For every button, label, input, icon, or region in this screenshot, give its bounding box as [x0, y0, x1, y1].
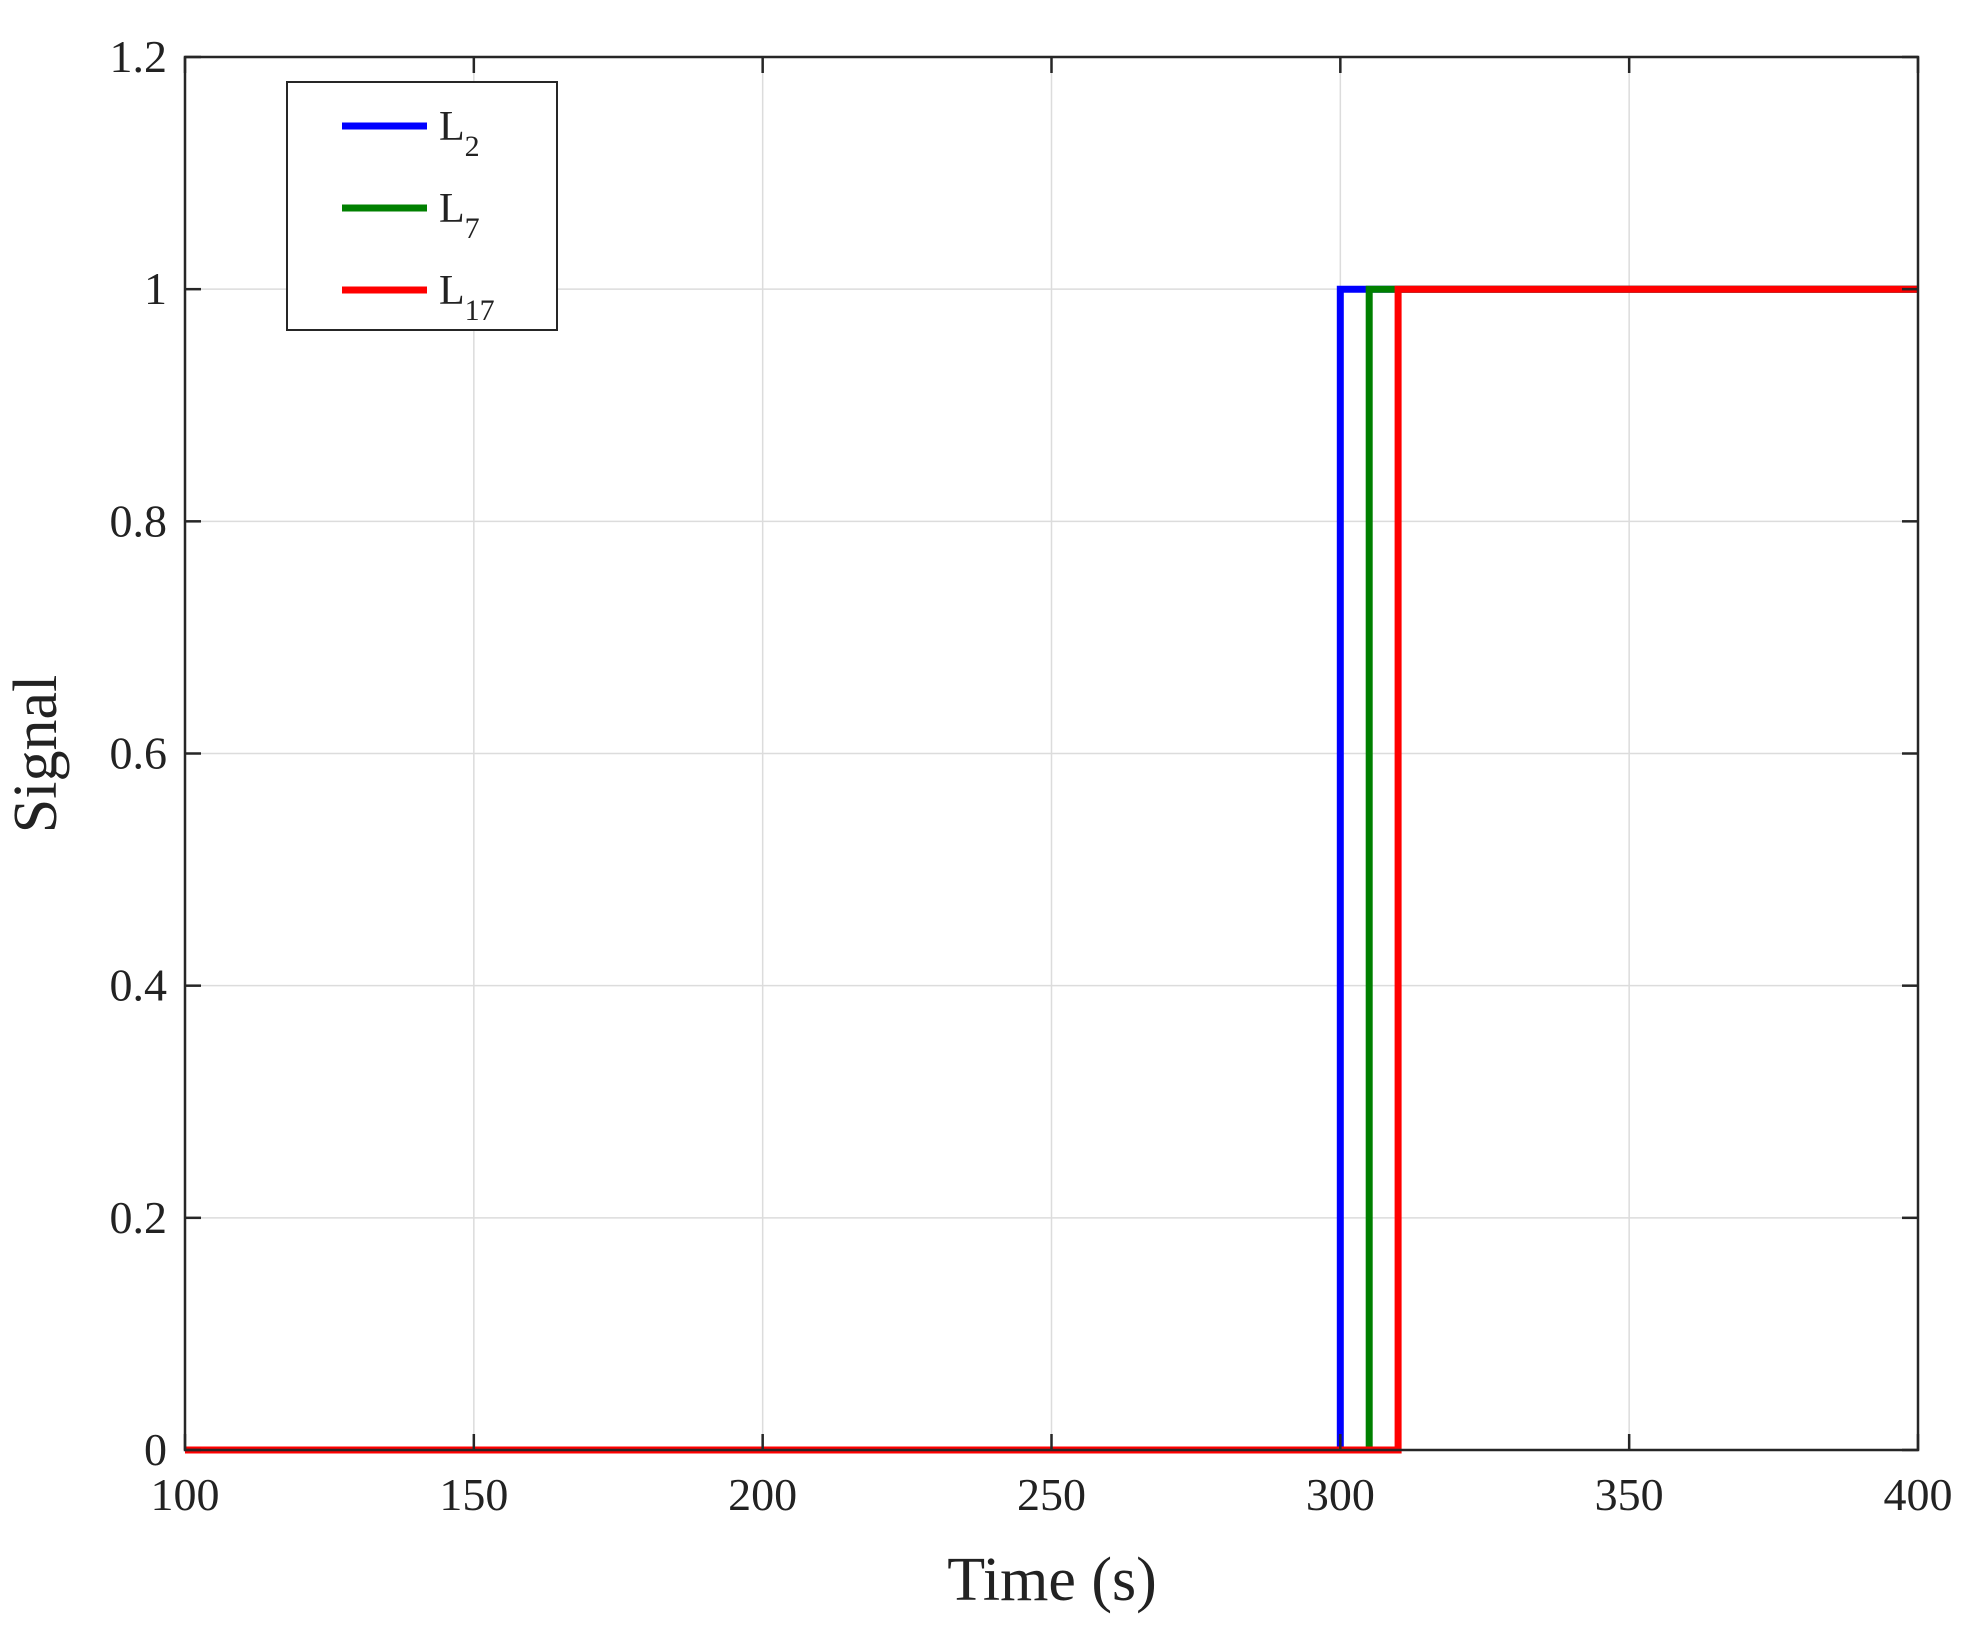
- x-tick-label: 400: [1884, 1469, 1953, 1520]
- x-tick-label: 200: [728, 1469, 797, 1520]
- legend-label-l17: L17: [439, 268, 495, 327]
- y-tick-label: 0.6: [110, 728, 168, 779]
- x-tick-label: 100: [151, 1469, 220, 1520]
- y-tick-label: 1: [144, 263, 167, 314]
- x-tick-labels: 100 150 200 250 300 350 400: [151, 1469, 1953, 1520]
- x-axis-title: Time (s): [947, 1546, 1157, 1614]
- y-tick-labels: 0 0.2 0.4 0.6 0.8 1 1.2: [110, 31, 168, 1475]
- x-tick-label: 300: [1306, 1469, 1375, 1520]
- y-tick-label: 0: [144, 1424, 167, 1475]
- y-axis-title: Signal: [2, 675, 70, 833]
- axes-frame: [183, 55, 1920, 1452]
- y-tick-label: 0.4: [110, 960, 168, 1011]
- x-tick-label: 350: [1595, 1469, 1664, 1520]
- legend: L2 L7 L17: [286, 81, 558, 331]
- legend-label-l2: L2: [439, 104, 480, 163]
- y-tick-label: 0.8: [110, 495, 168, 546]
- x-tick-label: 150: [439, 1469, 508, 1520]
- x-tick-label: 250: [1017, 1469, 1086, 1520]
- y-tick-label: 0.2: [110, 1192, 168, 1243]
- y-tick-label: 1.2: [110, 31, 168, 82]
- legend-label-l7: L7: [439, 186, 480, 245]
